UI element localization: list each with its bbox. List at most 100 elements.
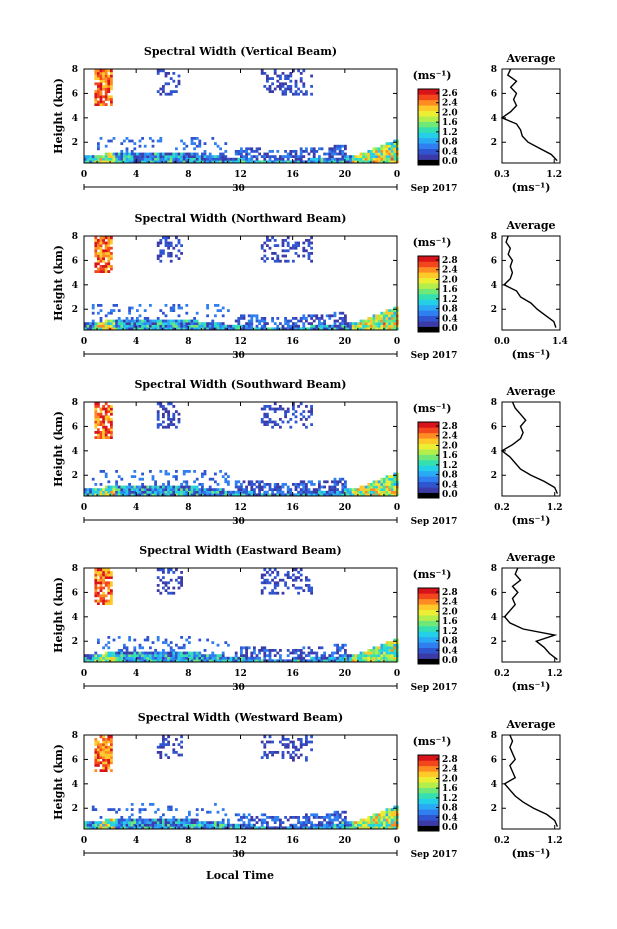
heatmap-cell — [302, 410, 306, 413]
heatmap-cell — [318, 816, 321, 819]
heatmap-cell — [302, 155, 306, 158]
heatmap-cell — [331, 488, 334, 491]
profile-x-tick-label: 0.2 — [494, 836, 510, 846]
heatmap-cell — [338, 821, 342, 824]
heatmap-cell — [331, 818, 334, 822]
heatmap-cell — [107, 758, 111, 762]
heatmap-cell — [97, 241, 100, 245]
profile-y-tick-label: 8 — [491, 564, 497, 574]
heatmap-cell — [136, 324, 139, 328]
heatmap-cell — [221, 314, 225, 318]
heatmap-cell — [247, 818, 251, 822]
heatmap-cell — [268, 581, 272, 585]
heatmap-cell — [268, 90, 272, 93]
heatmap-cell — [201, 327, 204, 331]
profile-x-tick-label: 0.2 — [494, 503, 510, 513]
heatmap-cell — [273, 493, 277, 497]
profile-line — [503, 567, 558, 661]
heatmap-cell — [175, 578, 178, 582]
heatmap-cell — [294, 327, 298, 331]
heatmap-cell — [224, 813, 228, 817]
heatmap-cell — [107, 259, 111, 263]
colorbar-swatch — [418, 299, 439, 306]
heatmap-cell — [383, 485, 386, 489]
heatmap-cell — [305, 150, 308, 153]
heatmap-cell — [110, 753, 113, 757]
heatmap-cell — [388, 656, 391, 660]
heatmap-cell — [141, 659, 144, 663]
heatmap-cell — [138, 314, 142, 318]
heatmap-cell — [268, 327, 272, 331]
heatmap-cell — [318, 324, 321, 328]
heatmap-cell — [312, 327, 316, 331]
heatmap-cell — [172, 475, 176, 478]
heatmap-cell — [258, 659, 261, 663]
colorbar-swatch — [418, 159, 439, 166]
heatmap-cell — [331, 656, 334, 660]
heatmap-cell — [159, 654, 163, 657]
heatmap-cell — [393, 306, 397, 310]
heatmap-cell — [123, 826, 126, 830]
heatmap-cell — [263, 155, 267, 158]
heatmap-cell — [385, 823, 389, 827]
heatmap-cell — [312, 157, 316, 161]
heatmap-cell — [338, 813, 342, 817]
heatmap-cell — [263, 578, 267, 582]
heatmap-cell — [263, 85, 267, 88]
heatmap-cell — [99, 270, 103, 273]
heatmap-cell — [247, 656, 251, 660]
heatmap-cell — [156, 155, 160, 158]
heatmap-cell — [162, 493, 165, 497]
heatmap-cell — [188, 160, 191, 164]
heatmap-cell — [276, 254, 280, 258]
heatmap-cell — [344, 490, 347, 494]
heatmap-cell — [328, 823, 332, 827]
heatmap-cell — [234, 319, 238, 323]
heatmap-cell — [221, 155, 225, 158]
heatmap-cell — [206, 659, 209, 663]
heatmap-cell — [393, 157, 397, 161]
heatmap-cell — [172, 591, 176, 595]
heatmap-cell — [286, 85, 290, 88]
heatmap-cell — [159, 490, 163, 494]
heatmap-cell — [99, 654, 103, 657]
heatmap-cell — [172, 306, 176, 310]
heatmap-cell — [281, 90, 285, 93]
heatmap-cell — [112, 826, 116, 830]
heatmap-cell — [104, 651, 108, 655]
heatmap-cell — [102, 826, 105, 830]
heatmap-cell — [245, 324, 248, 328]
heatmap-cell — [292, 150, 295, 153]
heatmap-cell — [201, 152, 204, 156]
heatmap-cell — [289, 150, 293, 153]
heatmap-cell — [237, 813, 241, 817]
heatmap-cell — [242, 327, 246, 331]
heatmap-cell — [89, 826, 92, 830]
heatmap-cell — [151, 322, 155, 325]
heatmap-cell — [130, 651, 134, 655]
heatmap-cell — [94, 98, 98, 101]
heatmap-cell — [185, 818, 189, 822]
heatmap-cell — [117, 808, 121, 811]
heatmap-cell — [206, 493, 209, 497]
heatmap-cell — [250, 493, 254, 497]
heatmap-cell — [385, 475, 389, 478]
heatmap-cell — [89, 821, 92, 824]
heatmap-cell — [102, 578, 105, 582]
x-tick-label: 12 — [234, 669, 247, 679]
heatmap-cell — [289, 740, 293, 744]
heatmap-cell — [247, 319, 251, 323]
heatmap-cell — [159, 651, 163, 655]
heatmap-cell — [162, 738, 165, 741]
heatmap-cell — [390, 659, 394, 663]
heatmap-cell — [167, 152, 170, 156]
heatmap-cell — [354, 656, 358, 660]
heatmap-cell — [380, 656, 384, 660]
heatmap-cell — [154, 485, 157, 489]
heatmap-cell — [284, 239, 287, 242]
heatmap-cell — [393, 641, 397, 644]
heatmap-cell — [162, 152, 165, 156]
heatmap-cell — [383, 157, 386, 161]
heatmap-cell — [367, 322, 371, 325]
heatmap-cell — [167, 656, 170, 660]
